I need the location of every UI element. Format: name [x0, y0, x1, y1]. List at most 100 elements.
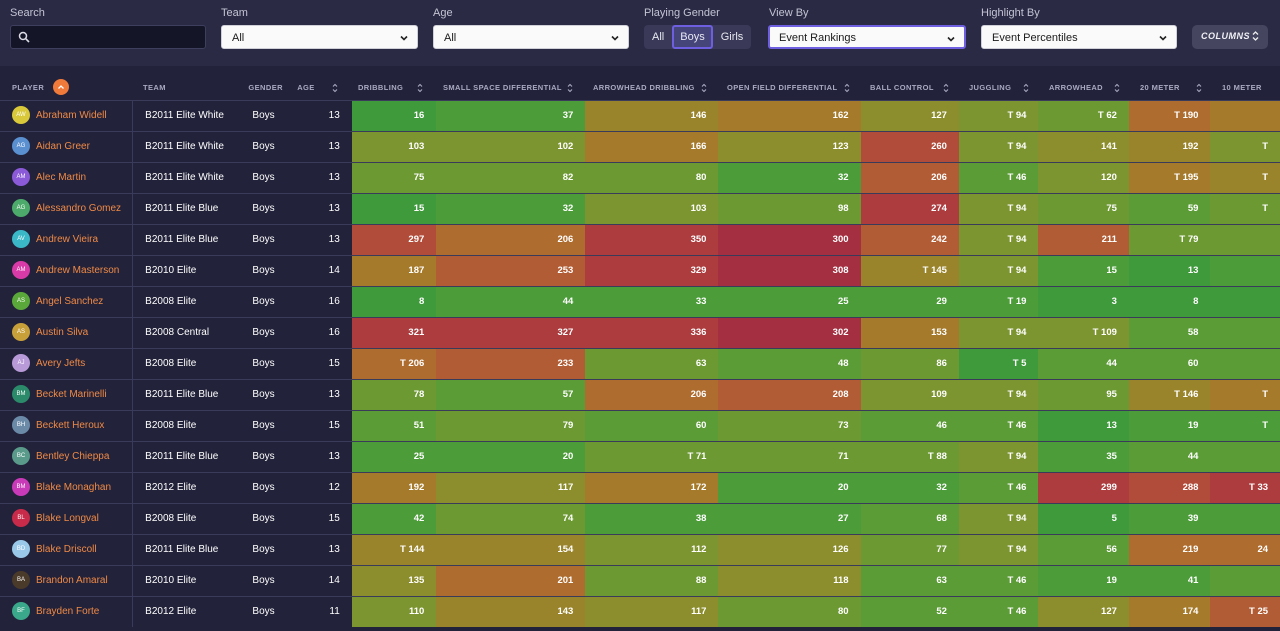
table-row[interactable]: BH Beckett Heroux B2008 Elite Boys 15 51 79 60 7…: [0, 410, 1280, 441]
table-row[interactable]: BD Blake Driscoll B2011 Elite Blue Boys 13 T …: [0, 534, 1280, 565]
player-cell[interactable]: AW Abraham Widell: [0, 101, 134, 131]
column-header-10-meter[interactable]: 10 METER: [1210, 76, 1280, 100]
player-cell[interactable]: BH Beckett Heroux: [0, 411, 134, 441]
player-cell[interactable]: AS Angel Sanchez: [0, 287, 134, 317]
metric-cell-arrowhead-dribbling: 88: [585, 566, 719, 596]
column-header-age[interactable]: AGE: [297, 76, 346, 100]
table-row[interactable]: AS Angel Sanchez B2008 Elite Boys 16 8 44 33 25 2…: [0, 286, 1280, 317]
player-cell[interactable]: AM Alec Martin: [0, 163, 134, 193]
player-name-link[interactable]: Becket Marinelli: [36, 389, 107, 400]
player-cell[interactable]: BM Blake Monaghan: [0, 473, 134, 503]
gender-option-all[interactable]: All: [652, 31, 665, 43]
player-name-link[interactable]: Blake Driscoll: [36, 544, 97, 555]
table-row[interactable]: AG Alessandro Gomez B2011 Elite Blue Boys 13…: [0, 193, 1280, 224]
metric-headers: DRIBBLING SMALL SPACE DIFFERENTIAL ARROWHE…: [346, 76, 1280, 100]
age-cell: 15: [302, 349, 352, 379]
player-name-link[interactable]: Avery Jefts: [36, 358, 86, 369]
column-header-small-space-differential[interactable]: SMALL SPACE DIFFERENTIAL: [431, 76, 581, 100]
metric-cell-arrowhead-dribbling: 38: [585, 504, 719, 534]
metric-cell-small-space-differential: 143: [436, 597, 586, 627]
player-name-link[interactable]: Andrew Masterson: [36, 265, 120, 276]
player-cell[interactable]: BD Blake Driscoll: [0, 535, 134, 565]
age-select[interactable]: All: [433, 25, 629, 49]
metric-cell-arrowhead-dribbling: 80: [585, 163, 719, 193]
player-cell[interactable]: BM Becket Marinelli: [0, 380, 134, 410]
metric-cell-juggling: T 46: [958, 597, 1039, 627]
table-row[interactable]: AM Andrew Masterson B2010 Elite Boys 14 187 25…: [0, 255, 1280, 286]
column-header-open-field-differential[interactable]: OPEN FIELD DIFFERENTIAL: [715, 76, 858, 100]
column-header-ball-control[interactable]: BALL CONTROL: [858, 76, 957, 100]
table-row[interactable]: BA Brandon Amaral B2010 Elite Boys 14 135 201 8…: [0, 565, 1280, 596]
age-cell: 14: [302, 256, 352, 286]
table-row[interactable]: AG Aidan Greer B2011 Elite White Boys 13 103 1…: [0, 131, 1280, 162]
player-name-link[interactable]: Beckett Heroux: [36, 420, 105, 431]
player-cell[interactable]: AM Andrew Masterson: [0, 256, 134, 286]
table-row[interactable]: BM Becket Marinelli B2011 Elite Blue Boys 13…: [0, 379, 1280, 410]
player-cell[interactable]: BL Blake Longval: [0, 504, 134, 534]
player-name-link[interactable]: Austin Silva: [36, 327, 89, 338]
player-name-link[interactable]: Bentley Chieppa: [36, 451, 110, 462]
table-header: PLAYER TEAM GENDER AGE DRIBBLING SMALL SP…: [0, 76, 1280, 100]
gender-cell: Boys: [252, 194, 303, 224]
player-name-link[interactable]: Andrew Vieira: [36, 234, 99, 245]
table-row[interactable]: AS Austin Silva B2008 Central Boys 16 321 327 3…: [0, 317, 1280, 348]
player-name-link[interactable]: Angel Sanchez: [36, 296, 104, 307]
metric-cell-juggling: T 19: [958, 287, 1039, 317]
table-row[interactable]: BC Bentley Chieppa B2011 Elite Blue Boys 13 2…: [0, 441, 1280, 472]
table-row[interactable]: AJ Avery Jefts B2008 Elite Boys 15 T 206 233 63…: [0, 348, 1280, 379]
team-cell: B2008 Elite: [133, 504, 253, 534]
column-header-gender[interactable]: GENDER: [248, 76, 298, 100]
column-header-player-label: PLAYER: [12, 83, 45, 92]
highlight-by-select-value: Event Percentiles: [992, 32, 1078, 44]
column-header-player[interactable]: PLAYER: [0, 76, 132, 100]
metric-cell-juggling: T 5: [958, 349, 1039, 379]
age-cell: 11: [302, 597, 352, 627]
player-cell[interactable]: BF Brayden Forte: [0, 597, 134, 627]
column-header-arrowhead[interactable]: ARROWHEAD: [1037, 76, 1128, 100]
metric-cell-dribbling: T 206: [351, 349, 437, 379]
table-row[interactable]: AV Andrew Vieira B2011 Elite Blue Boys 13 297…: [0, 224, 1280, 255]
sort-active-badge[interactable]: [52, 79, 69, 96]
table-row[interactable]: AM Alec Martin B2011 Elite White Boys 13 75 82…: [0, 162, 1280, 193]
gender-cell: Boys: [252, 597, 303, 627]
team-select[interactable]: All: [221, 25, 418, 49]
gender-cell: Boys: [252, 349, 303, 379]
player-cell[interactable]: AV Andrew Vieira: [0, 225, 134, 255]
player-cell[interactable]: AG Alessandro Gomez: [0, 194, 134, 224]
columns-button[interactable]: COLUMNS: [1192, 25, 1268, 49]
metric-cell-small-space-differential: 57: [436, 380, 586, 410]
player-cell[interactable]: AJ Avery Jefts: [0, 349, 134, 379]
table-row[interactable]: BL Blake Longval B2008 Elite Boys 15 42 74 38 27…: [0, 503, 1280, 534]
column-header-dribbling[interactable]: DRIBBLING: [346, 76, 431, 100]
gender-option-boys[interactable]: Boys: [672, 25, 713, 49]
column-header-juggling[interactable]: JUGGLING: [957, 76, 1037, 100]
player-cell[interactable]: AS Austin Silva: [0, 318, 134, 348]
column-header-label: SMALL SPACE DIFFERENTIAL: [442, 83, 562, 92]
player-cell[interactable]: AG Aidan Greer: [0, 132, 134, 162]
player-name-link[interactable]: Blake Monaghan: [36, 482, 112, 493]
avatar: BD: [12, 540, 30, 558]
player-name-link[interactable]: Aidan Greer: [36, 141, 90, 152]
table-row[interactable]: BM Blake Monaghan B2012 Elite Boys 12 192 117 1…: [0, 472, 1280, 503]
player-cell[interactable]: BA Brandon Amaral: [0, 566, 134, 596]
player-name-link[interactable]: Brandon Amaral: [36, 575, 108, 586]
metric-cell-arrowhead: 75: [1038, 194, 1129, 224]
table-row[interactable]: BF Brayden Forte B2012 Elite Boys 11 110 143 11…: [0, 596, 1280, 627]
metric-cell-ball-control: 68: [860, 504, 959, 534]
metric-cell-arrowhead-dribbling: 350: [585, 225, 719, 255]
player-name-link[interactable]: Blake Longval: [36, 513, 99, 524]
column-header-team[interactable]: TEAM: [131, 76, 249, 100]
search-input[interactable]: [10, 25, 206, 49]
player-name-link[interactable]: Abraham Widell: [36, 110, 107, 121]
player-cell[interactable]: BC Bentley Chieppa: [0, 442, 134, 472]
view-by-select[interactable]: Event Rankings: [768, 25, 966, 49]
metric-cell-open-field-differential: 126: [718, 535, 861, 565]
column-header-arrowhead-dribbling[interactable]: ARROWHEAD DRIBBLING: [581, 76, 715, 100]
player-name-link[interactable]: Brayden Forte: [36, 606, 100, 617]
player-name-link[interactable]: Alessandro Gomez: [36, 203, 122, 214]
gender-option-girls[interactable]: Girls: [720, 31, 744, 43]
highlight-by-select[interactable]: Event Percentiles: [981, 25, 1177, 49]
table-row[interactable]: AW Abraham Widell B2011 Elite White Boys 13 1…: [0, 100, 1280, 131]
player-name-link[interactable]: Alec Martin: [36, 172, 87, 183]
column-header-20-meter[interactable]: 20 METER: [1128, 76, 1210, 100]
